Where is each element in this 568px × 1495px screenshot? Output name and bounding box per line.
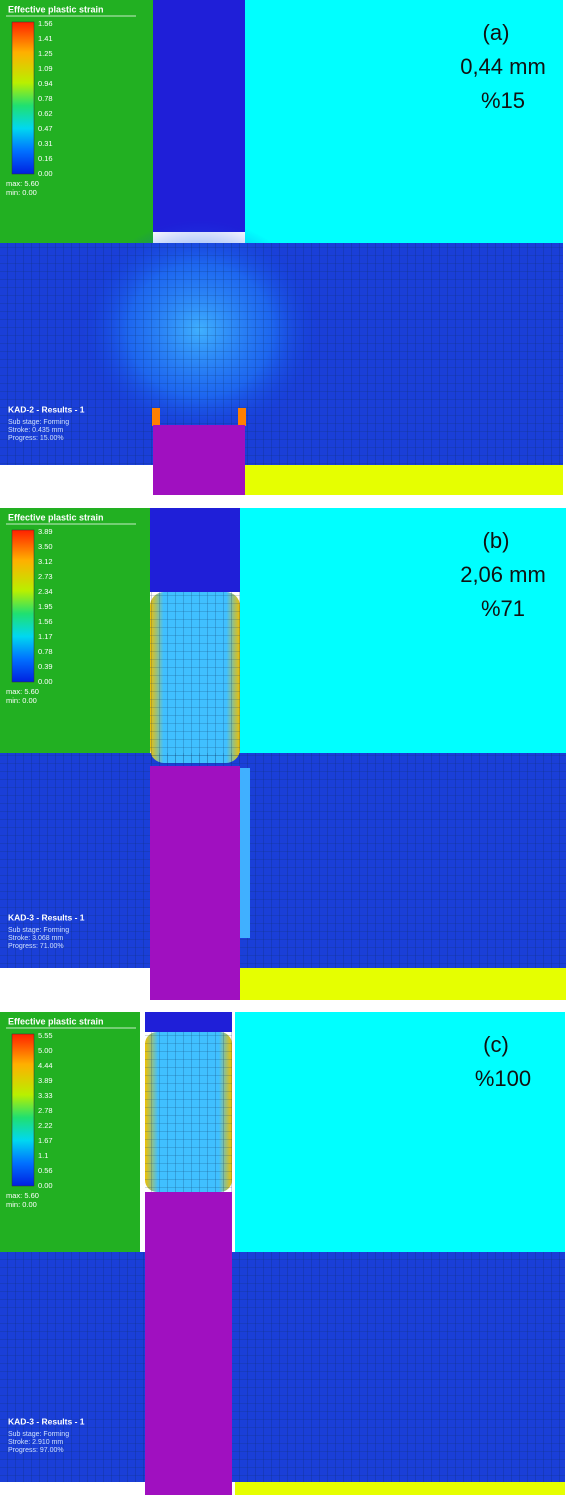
legend-value: 5.00	[38, 1046, 53, 1055]
legend-value: 1.95	[38, 602, 53, 611]
legend-value: 0.39	[38, 662, 53, 671]
legend-value: 0.31	[38, 139, 53, 148]
figure: Effective plastic strain 1.56 1.41 1.25 1.09…	[0, 0, 568, 1495]
panel-caption: %15	[481, 88, 525, 113]
panel-caption: 2,06 mm	[460, 562, 546, 587]
legend-min: min: 0.00	[6, 1200, 37, 1209]
legend-bar	[12, 1034, 34, 1186]
legend-min: min: 0.00	[6, 696, 37, 705]
legend-value: 3.33	[38, 1091, 53, 1100]
legend-max: max: 5.60	[6, 179, 39, 188]
panel-caption: 0,44 mm	[460, 54, 546, 79]
results-line: Progress: 97.00%	[8, 1447, 64, 1454]
results-line: Sub stage: Forming	[8, 927, 69, 934]
panel-label: (c)	[483, 1032, 509, 1057]
results-title: KAD-2 - Results - 1	[8, 404, 85, 414]
results-line: Progress: 15.00%	[8, 435, 64, 442]
results-title: KAD-3 - Results - 1	[8, 912, 85, 922]
legend-value: 0.94	[38, 79, 53, 88]
legend-value: 3.12	[38, 557, 53, 566]
legend-title: Effective plastic strain	[8, 1016, 104, 1026]
legend-value: 3.89	[38, 527, 53, 536]
panel-label: (b)	[483, 528, 510, 553]
legend-value: 2.34	[38, 587, 53, 596]
legend-value: 2.22	[38, 1121, 53, 1130]
results-line: Sub stage: Forming	[8, 419, 69, 426]
legend-value: 0.00	[38, 1181, 53, 1190]
legend-title: Effective plastic strain	[8, 4, 104, 14]
legend-value: 1.56	[38, 19, 53, 28]
panel-label: (a)	[483, 20, 510, 45]
legend-value: 1.56	[38, 617, 53, 626]
legend-value: 1.25	[38, 49, 53, 58]
legend-value: 3.50	[38, 542, 53, 551]
legend-title: Effective plastic strain	[8, 512, 104, 522]
legend-value: 0.78	[38, 647, 53, 656]
legend-value: 1.1	[38, 1151, 48, 1160]
legend-max: max: 5.60	[6, 687, 39, 696]
legend-value: 0.00	[38, 677, 53, 686]
legend-value: 0.78	[38, 94, 53, 103]
legend-value: 4.44	[38, 1061, 53, 1070]
legend-value: 2.73	[38, 572, 53, 581]
legend-value: 1.09	[38, 64, 53, 73]
legend-max: max: 5.60	[6, 1191, 39, 1200]
results-title: KAD-3 - Results - 1	[8, 1416, 85, 1426]
legend-value: 1.41	[38, 34, 53, 43]
legend-value: 0.56	[38, 1166, 53, 1175]
results-line: Stroke: 0.435 mm	[8, 427, 63, 434]
results-line: Progress: 71.00%	[8, 943, 64, 950]
legend-min: min: 0.00	[6, 188, 37, 197]
legend-value: 2.78	[38, 1106, 53, 1115]
legend-bar	[12, 22, 34, 174]
results-line: Stroke: 2.910 mm	[8, 1439, 63, 1446]
legend-value: 0.00	[38, 169, 53, 178]
results-line: Sub stage: Forming	[8, 1431, 69, 1438]
panel-caption: %100	[475, 1066, 531, 1091]
panel-caption: %71	[481, 596, 525, 621]
legend-value: 1.17	[38, 632, 53, 641]
legend-value: 0.62	[38, 109, 53, 118]
legend-bar	[12, 530, 34, 682]
legend-value: 0.16	[38, 154, 53, 163]
legend-value: 1.67	[38, 1136, 53, 1145]
results-line: Stroke: 3.068 mm	[8, 935, 63, 942]
legend-value: 5.55	[38, 1031, 53, 1040]
legend-value: 0.47	[38, 124, 53, 133]
legend-value: 3.89	[38, 1076, 53, 1085]
